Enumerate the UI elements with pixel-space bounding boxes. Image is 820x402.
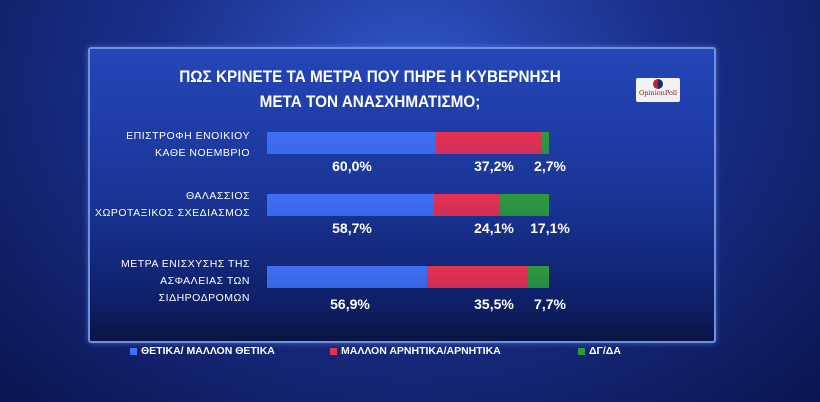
bar-dk-na	[500, 194, 549, 216]
chart-title: ΠΩΣ ΚΡΙΝΕΤΕ ΤΑ ΜΕΤΡΑ ΠΟΥ ΠΗΡΕ Η ΚΥΒΕΡΝΗΣ…	[145, 64, 595, 114]
legend-swatch	[330, 347, 337, 355]
legend-swatch	[578, 347, 585, 355]
legend-label: ΜΑΛΛΟΝ ΑΡΝΗΤΙΚΑ/ΑΡΝΗΤΙΚΑ	[341, 345, 501, 357]
bar-negative	[436, 132, 542, 154]
title-line-1: ΠΩΣ ΚΡΙΝΕΤΕ ΤΑ ΜΕΤΡΑ ΠΟΥ ΠΗΡΕ Η ΚΥΒΕΡΝΗΣ…	[179, 67, 561, 86]
title-line-2: ΜΕΤΑ ΤΟΝ ΑΝΑΣΧΗΜΑΤΙΣΜΟ;	[259, 92, 481, 111]
legend-label: ΔΓ/ΔΑ	[589, 345, 621, 357]
data-label: 56,9%	[330, 296, 370, 312]
data-label: 2,7%	[534, 158, 566, 174]
data-label: 17,1%	[530, 220, 570, 236]
data-label: 58,7%	[332, 220, 372, 236]
bar-negative	[432, 194, 501, 216]
legend-label: ΘΕΤΙΚΑ/ ΜΑΛΛΟΝ ΘΕΤΙΚΑ	[141, 345, 275, 357]
data-label: 24,1%	[474, 220, 514, 236]
data-label: 60,0%	[332, 158, 372, 174]
data-label: 37,2%	[474, 158, 514, 174]
data-label: 35,5%	[474, 296, 514, 312]
legend-swatch	[130, 347, 137, 355]
data-label: 7,7%	[534, 296, 566, 312]
opinionpoll-logo: OpinionPoll	[636, 78, 680, 102]
bar-positive	[267, 132, 437, 154]
bar-positive	[267, 266, 428, 288]
legend-item: ΜΑΛΛΟΝ ΑΡΝΗΤΙΚΑ/ΑΡΝΗΤΙΚΑ	[330, 345, 501, 357]
bar-positive	[267, 194, 433, 216]
legend-item: ΔΓ/ΔΑ	[578, 345, 621, 357]
bar-dk-na	[541, 132, 549, 154]
category-label: ΜΕΤΡΑ ΕΝΙΣΧΥΣΗΣ ΤΗΣ ΑΣΦΑΛΕΙΑΣ ΤΩΝ ΣΙΔΗΡΟΔΡ…	[120, 258, 250, 304]
bar-negative	[427, 266, 528, 288]
legend-item: ΘΕΤΙΚΑ/ ΜΑΛΛΟΝ ΘΕΤΙΚΑ	[130, 345, 275, 357]
category-label: ΕΠΙΣΤΡΟΦΗ ΕΝΟΙΚΙΟΥ ΚΑΘΕ ΝΟΕΜΒΡΙΟ	[126, 130, 250, 159]
category-label: ΘΑΛΑΣΣΙΟΣ ΧΩΡΟΤΑΞΙΚΟΣ ΣΧΕΔΙΑΣΜΟΣ	[95, 190, 250, 219]
bar-dk-na	[527, 266, 550, 288]
